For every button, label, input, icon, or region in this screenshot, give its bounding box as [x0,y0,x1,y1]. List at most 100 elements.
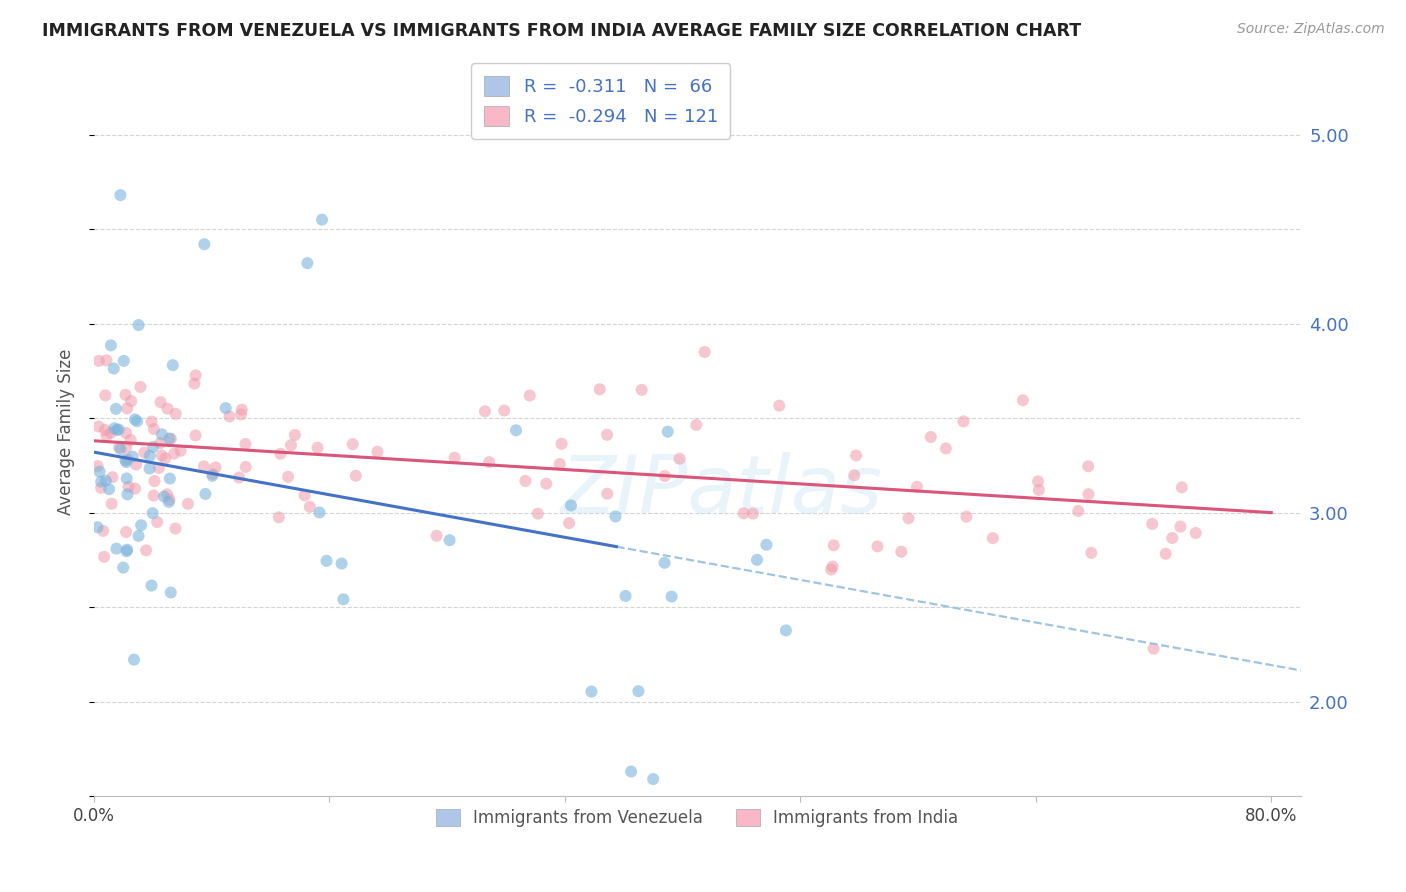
Point [920,430,942,444]
Point [307,441,329,455]
Point [955,509,977,524]
Point [163,447,186,461]
Point [142,489,165,503]
Point [755,538,778,552]
Point [845,449,868,463]
Point [128,529,150,543]
Point [823,538,845,552]
Text: IMMIGRANTS FROM VENEZUELA VS IMMIGRANTS FROM INDIA AVERAGE FAMILY SIZE CORRELATI: IMMIGRANTS FROM VENEZUELA VS IMMIGRANTS … [42,22,1081,40]
Point [1171,480,1194,494]
Point [89,465,111,479]
Point [1154,547,1177,561]
Point [866,540,889,554]
Point [890,545,912,559]
Point [150,427,173,442]
Point [693,345,716,359]
Point [231,402,253,417]
Point [142,422,165,436]
Point [269,447,291,461]
Point [332,592,354,607]
Point [143,474,166,488]
Point [589,382,612,396]
Point [1142,516,1164,531]
Point [426,529,449,543]
Point [108,440,131,454]
Point [96,353,118,368]
Point [235,437,257,451]
Point [768,399,790,413]
Point [344,468,367,483]
Point [1170,519,1192,533]
Point [129,518,152,533]
Point [86,458,108,473]
Point [93,549,115,564]
Point [125,414,148,428]
Point [1080,546,1102,560]
Point [115,544,138,558]
Point [169,443,191,458]
Point [366,444,388,458]
Point [165,522,187,536]
Point [177,497,200,511]
Point [298,500,321,514]
Point [117,487,139,501]
Point [627,684,650,698]
Point [267,510,290,524]
Point [94,423,117,437]
Point [1028,483,1050,497]
Point [141,578,163,592]
Point [1142,641,1164,656]
Point [115,425,138,440]
Point [110,442,132,456]
Point [141,415,163,429]
Point [184,368,207,383]
Point [142,506,165,520]
Point [87,354,110,368]
Point [90,481,112,495]
Point [162,358,184,372]
Point [150,449,173,463]
Point [515,474,537,488]
Point [284,428,307,442]
Point [215,401,238,416]
Point [156,401,179,416]
Point [122,653,145,667]
Point [117,452,139,467]
Point [536,476,558,491]
Point [685,417,707,432]
Point [114,453,136,467]
Point [135,543,157,558]
Point [820,563,842,577]
Point [204,460,226,475]
Point [120,433,142,447]
Point [149,436,172,450]
Point [96,428,118,442]
Point [526,507,548,521]
Text: ZIPatlas: ZIPatlas [561,451,883,530]
Point [280,438,302,452]
Point [148,461,170,475]
Y-axis label: Average Family Size: Average Family Size [58,349,75,516]
Point [107,423,129,437]
Point [115,441,138,455]
Point [128,318,150,332]
Point [519,388,541,402]
Point [98,482,121,496]
Point [153,451,176,466]
Point [935,442,957,456]
Point [193,459,215,474]
Point [581,684,603,698]
Point [153,490,176,504]
Point [596,427,619,442]
Point [235,459,257,474]
Point [134,446,156,460]
Point [114,388,136,402]
Point [101,470,124,484]
Point [1161,531,1184,545]
Point [330,557,353,571]
Point [100,497,122,511]
Point [184,428,207,442]
Point [342,437,364,451]
Point [630,383,652,397]
Point [120,394,142,409]
